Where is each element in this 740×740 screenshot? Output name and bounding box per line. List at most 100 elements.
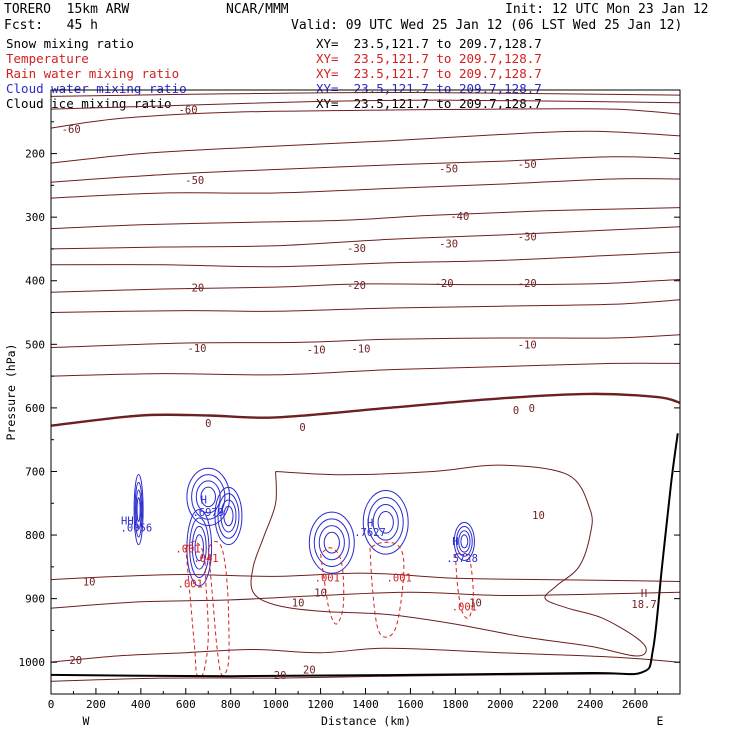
temperature-contour-line (50, 362, 681, 377)
field-xy-temperature: XY= 23.5,121.7 to 209.7,128.7 (316, 51, 542, 66)
mixing-ratio-annotation: .6979 (192, 507, 224, 519)
x-tick-label: 400 (131, 698, 151, 711)
rain-water-contour (207, 540, 230, 676)
x-tick-label: 2600 (622, 698, 649, 711)
cloud-water-contour (133, 474, 144, 546)
cloud-water-contour (186, 467, 231, 527)
model-name: TORERO 15km ARW (4, 2, 130, 17)
mixing-ratio-annotation: .001 (387, 572, 412, 584)
x-tick-label: 1800 (442, 698, 469, 711)
temperature-contour-line (50, 207, 681, 230)
temperature-high-marker: 18.7 (631, 599, 656, 611)
mixing-ratio-annotation: .7627 (354, 527, 386, 539)
y-tick-label: 700 (25, 465, 45, 478)
cloud-water-contour (200, 486, 217, 508)
temperature-contour-label: 10 (469, 598, 482, 610)
terrain-surface (50, 433, 679, 678)
cloud-water-contour (458, 530, 471, 553)
temperature-contour-line (50, 226, 681, 250)
terrain-line (50, 433, 679, 678)
temperature-contour-label: -50 (518, 159, 537, 171)
temperature-contour-label: 20 (303, 664, 316, 676)
field-xy-snow: XY= 23.5,121.7 to 209.7,128.7 (316, 36, 542, 51)
temperature-contours (50, 91, 681, 682)
field-xy-cloud-ice: XY= 23.5,121.7 to 209.7,128.7 (316, 96, 542, 111)
temperature-contour-line (50, 591, 681, 609)
field-name-cloud-water: Cloud water mixing ratio (6, 81, 187, 96)
y-tick-label: 300 (25, 211, 45, 224)
cloud-water-contour (195, 480, 221, 514)
field-name-snow: Snow mixing ratio (6, 36, 134, 51)
temperature-contour-label: -10 (188, 343, 207, 355)
temperature-contour-label: -20 (435, 278, 454, 290)
cloud-water-contour (194, 534, 204, 562)
west-label: W (83, 714, 90, 728)
temperature-contour-label: -40 (450, 211, 469, 223)
x-tick-label: 1000 (262, 698, 289, 711)
cloud-water-contour (362, 490, 409, 555)
mixing-ratio-annotation: .5728 (446, 553, 478, 565)
temperature-contour-line (50, 91, 681, 97)
y-tick-label: 500 (25, 338, 45, 351)
cloud-water-contour (308, 511, 355, 574)
x-tick-label: 2200 (532, 698, 559, 711)
rain-water-contour (454, 552, 474, 619)
rain-water-contours (185, 540, 474, 678)
x-tick-label: 1200 (307, 698, 334, 711)
y-tick-label: 800 (25, 529, 45, 542)
temperature-contour-label: 10 (314, 588, 327, 600)
temperature-contour-label: 0 (529, 403, 535, 415)
x-tick-label: 600 (176, 698, 196, 711)
rain-water-contour (185, 540, 209, 678)
temperature-contour-label: 20 (274, 670, 287, 682)
cloud-water-contour (223, 505, 234, 527)
cloud-water-contour (460, 534, 469, 549)
rain-water-contour (369, 541, 405, 638)
x-tick-label: 200 (86, 698, 106, 711)
y-tick-label: 600 (25, 402, 45, 415)
forecast-hour: Fcst: 45 h (4, 18, 98, 33)
temperature-contour-label: 10 (532, 510, 545, 522)
temperature-contour-label: 0 (205, 418, 211, 430)
y-tick-label: 1000 (19, 656, 46, 669)
temperature-contour-label: -60 (179, 104, 198, 116)
temperature-contour-label: -10 (518, 340, 537, 352)
mixing-ratio-annotation: H (367, 518, 373, 530)
cloud-water-contour (220, 499, 237, 533)
cloud-water-contour (453, 521, 475, 561)
cloud-water-contour (214, 486, 243, 546)
temperature-contour-line (50, 251, 681, 268)
cloud-water-contour (191, 525, 207, 570)
x-tick-label: 2400 (577, 698, 604, 711)
cloud-water-contour (136, 497, 141, 523)
x-tick-label: 2000 (487, 698, 514, 711)
temperature-contour-label: 0 (513, 405, 519, 417)
temperature-contour-line (50, 178, 681, 199)
temperature-contour-line (50, 572, 681, 582)
y-tick-label: 900 (25, 593, 45, 606)
temperature-high-marker: H (641, 588, 647, 600)
cloud-water-contours (133, 467, 475, 587)
temperature-contour-label: -50 (439, 163, 458, 175)
temperature-contour-label: -10 (352, 343, 371, 355)
cloud-water-contour (318, 525, 345, 561)
cloud-water-contour (377, 511, 394, 534)
temperature-contour-label: -20 (185, 282, 204, 294)
east-label: E (657, 714, 664, 728)
temperature-contour-line (50, 299, 681, 313)
temperature-contour-line (50, 108, 681, 129)
y-axis-title: Pressure (hPa) (4, 344, 18, 441)
cloud-water-contour (191, 474, 226, 520)
temperature-contour-label: -60 (62, 124, 81, 136)
mixing-ratio-annotation: .0056 (121, 523, 153, 535)
temperature-contour-label: -20 (347, 280, 366, 292)
temperature-contour-label: -30 (439, 238, 458, 250)
temperature-contour-label: 20 (69, 655, 82, 667)
plot-frame (50, 89, 681, 695)
cloud-water-contour (134, 481, 143, 538)
mixing-ratio-annotation: H (201, 495, 207, 507)
y-tick-label: 400 (25, 275, 45, 288)
x-tick-label: 1400 (352, 698, 379, 711)
